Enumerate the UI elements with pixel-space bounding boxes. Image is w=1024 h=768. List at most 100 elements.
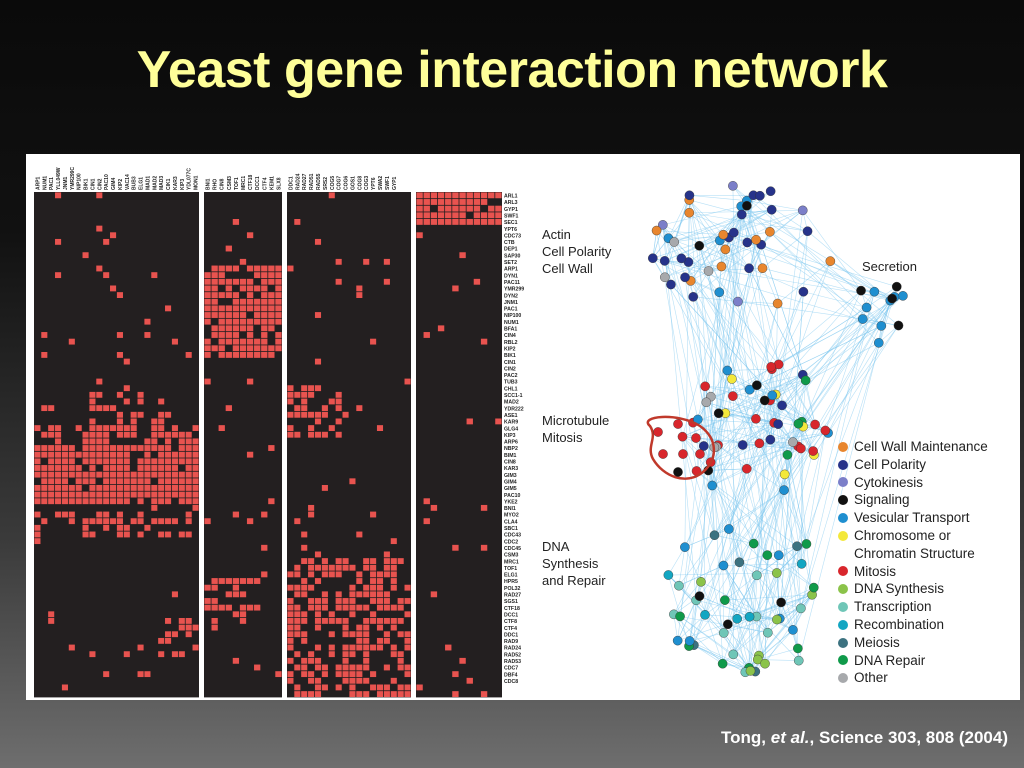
heatmap-cell bbox=[123, 451, 130, 458]
heatmap-cell bbox=[459, 252, 466, 259]
heatmap-cell bbox=[294, 584, 301, 591]
heatmap-cell bbox=[185, 471, 192, 478]
heatmap-cell bbox=[349, 604, 356, 611]
heatmap-cell bbox=[342, 644, 349, 651]
heatmap-cell bbox=[171, 491, 178, 498]
gene-label-right: PAC1 bbox=[504, 307, 518, 313]
heatmap-cell bbox=[254, 318, 261, 325]
heatmap-cell bbox=[232, 312, 240, 318]
heatmap-cell bbox=[218, 425, 225, 431]
heatmap-cell bbox=[294, 591, 301, 598]
network-edge bbox=[693, 210, 803, 298]
network-edge bbox=[741, 206, 893, 299]
heatmap-cell bbox=[89, 471, 96, 478]
heatmap-cell bbox=[370, 591, 377, 598]
heatmap-cell bbox=[294, 518, 301, 525]
heatmap-cell bbox=[356, 604, 363, 611]
network-edge bbox=[747, 242, 895, 298]
heatmap-cell bbox=[192, 504, 199, 511]
heatmap-cell bbox=[82, 252, 89, 259]
heatmap-cell bbox=[363, 677, 370, 684]
network-node bbox=[898, 291, 908, 301]
heatmap-cell bbox=[89, 418, 96, 425]
heatmap-cell bbox=[342, 631, 349, 638]
gene-label-right: KAR3 bbox=[504, 466, 518, 472]
network-edge bbox=[733, 210, 803, 233]
heatmap-cell bbox=[103, 405, 110, 412]
network-node bbox=[825, 256, 836, 266]
heatmap-cell bbox=[390, 578, 397, 584]
heatmap-cell bbox=[103, 458, 110, 465]
heatmap-cell bbox=[342, 677, 349, 684]
heatmap-cell bbox=[246, 232, 254, 239]
heatmap-cell bbox=[110, 445, 117, 451]
heatmap-cell bbox=[55, 485, 62, 491]
gene-label-right: YDR222 bbox=[504, 406, 524, 412]
network-edge bbox=[689, 614, 706, 642]
heatmap-cell bbox=[356, 531, 363, 538]
network-edge bbox=[767, 594, 813, 633]
heatmap-cell bbox=[275, 671, 282, 678]
heatmap-cell bbox=[383, 278, 390, 285]
heatmap-cell bbox=[480, 338, 488, 345]
heatmap-cell bbox=[397, 664, 404, 671]
gene-label-right: HPR5 bbox=[504, 579, 518, 585]
network-edge bbox=[762, 267, 891, 301]
heatmap-cell bbox=[41, 405, 48, 412]
heatmap-cell bbox=[185, 485, 192, 491]
heatmap-cell bbox=[89, 451, 96, 458]
heatmap-cell bbox=[55, 272, 62, 279]
network-node bbox=[793, 655, 804, 666]
gene-label-right: ELG1 bbox=[504, 573, 518, 579]
heatmap-cell bbox=[48, 491, 55, 498]
gene-label-right: GYP1 bbox=[504, 207, 518, 213]
gene-label-right: CIN2 bbox=[504, 366, 516, 372]
heatmap-cell bbox=[171, 465, 178, 471]
heatmap-cell bbox=[34, 531, 41, 538]
heatmap-cell bbox=[55, 451, 62, 458]
heatmap-cell bbox=[204, 298, 211, 305]
network-edge bbox=[757, 450, 814, 660]
heatmap-cell bbox=[41, 451, 48, 458]
heatmap-cell bbox=[165, 618, 172, 624]
network-edge bbox=[748, 268, 806, 381]
heatmap-cell bbox=[204, 292, 211, 298]
heatmap-cell bbox=[34, 445, 41, 451]
heatmap-cell bbox=[165, 478, 172, 485]
heatmap-cell bbox=[116, 391, 123, 398]
heatmap-cell bbox=[437, 205, 445, 212]
heatmap-cell bbox=[61, 458, 68, 465]
gene-label-top: MRC1 bbox=[241, 176, 247, 190]
heatmap-cell bbox=[363, 584, 370, 591]
heatmap-cell bbox=[137, 485, 144, 491]
heatmap-cell bbox=[275, 312, 282, 318]
network-edge bbox=[652, 234, 724, 259]
heatmap-cell bbox=[363, 631, 370, 638]
network-node bbox=[876, 321, 887, 331]
heatmap-panel bbox=[287, 192, 411, 698]
heatmap-cell bbox=[103, 451, 110, 458]
heatmap-cell bbox=[437, 192, 445, 199]
heatmap-cell bbox=[123, 385, 130, 392]
network-edge bbox=[662, 224, 740, 563]
network-edge bbox=[699, 325, 899, 597]
gene-label-top: CIN2 bbox=[97, 178, 103, 190]
heatmap-cell bbox=[158, 485, 165, 491]
citation-rest: , Science 303, 808 (2004) bbox=[809, 728, 1008, 747]
network-edge bbox=[805, 325, 882, 381]
heatmap-cell bbox=[349, 584, 356, 591]
heatmap-cell bbox=[397, 598, 404, 604]
heatmap-cell bbox=[254, 305, 261, 312]
heatmap-cell bbox=[89, 391, 96, 398]
legend-item: Recombination bbox=[838, 616, 988, 634]
heatmap-cell bbox=[430, 504, 438, 511]
heatmap-cell bbox=[363, 624, 370, 631]
heatmap-cell bbox=[116, 485, 123, 491]
network-node bbox=[869, 286, 880, 297]
heatmap-cell bbox=[103, 511, 110, 518]
heatmap-cell bbox=[204, 378, 211, 385]
heatmap-cell bbox=[89, 398, 96, 405]
network-edge bbox=[689, 199, 721, 241]
heatmap-cell bbox=[232, 584, 240, 591]
heatmap-cell bbox=[103, 518, 110, 525]
